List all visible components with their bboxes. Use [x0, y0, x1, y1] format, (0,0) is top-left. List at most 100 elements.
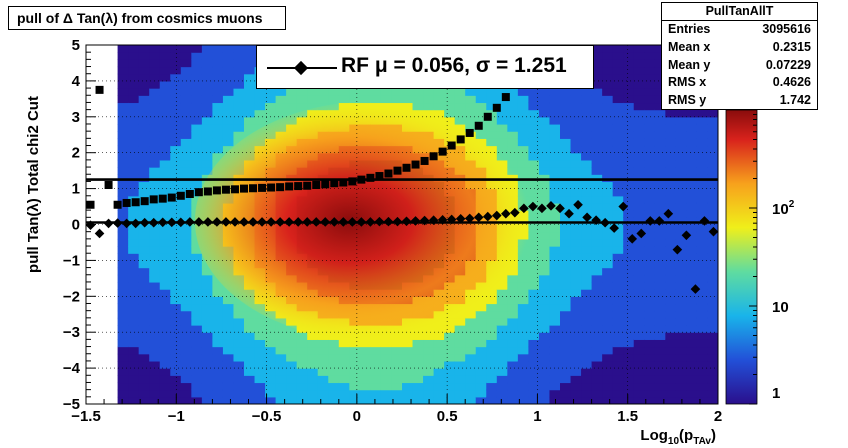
heatmap-cell	[117, 224, 129, 233]
heatmap-cell	[159, 389, 171, 398]
heatmap-cell	[507, 131, 519, 139]
heatmap-cell	[591, 195, 603, 204]
heatmap-cell	[696, 210, 709, 218]
heatmap-cell	[528, 310, 540, 319]
heatmap-cell	[191, 88, 203, 96]
heatmap-cell	[159, 181, 171, 190]
y-tick-label: 5	[72, 37, 80, 54]
heatmap-cell	[623, 73, 635, 82]
heatmap-cell	[686, 368, 698, 376]
heatmap-cell	[707, 123, 718, 132]
heatmap-cell	[675, 368, 687, 376]
heatmap-cell	[644, 238, 656, 247]
heatmap-cell	[117, 246, 129, 254]
heatmap-cell	[633, 325, 645, 333]
heatmap-cell	[191, 267, 203, 276]
heatmap-cell	[191, 181, 203, 190]
heatmap-cell	[686, 353, 698, 362]
heatmap-cell	[159, 145, 171, 154]
heatmap-cell	[623, 368, 635, 376]
heatmap-cell	[665, 396, 677, 404]
heatmap-cell	[644, 73, 656, 82]
heatmap-cell	[286, 396, 298, 404]
heatmap-cell	[254, 95, 266, 104]
heatmap-cell	[665, 303, 677, 312]
sigma-point	[420, 156, 429, 165]
heatmap-cell	[686, 346, 698, 355]
heatmap-cell	[602, 210, 614, 218]
heatmap-cell	[528, 102, 540, 111]
heatmap-cell	[560, 123, 572, 132]
heatmap-cell	[581, 289, 593, 297]
heatmap-cell	[149, 210, 161, 218]
heatmap-cell	[191, 310, 203, 319]
legend-marker	[267, 60, 337, 76]
heatmap-cell	[180, 289, 192, 297]
heatmap-cell	[391, 346, 403, 355]
mean-point	[654, 216, 665, 226]
heatmap-cell	[117, 303, 129, 312]
heatmap-cell	[191, 353, 203, 362]
heatmap-cell	[380, 382, 393, 391]
heatmap-cell	[707, 289, 718, 297]
heatmap-cell	[707, 325, 718, 333]
heatmap-cell	[117, 52, 129, 60]
heatmap-cell	[549, 274, 561, 283]
heatmap-cell	[233, 317, 245, 326]
heatmap-cell	[686, 159, 698, 168]
heatmap-cell	[633, 317, 645, 326]
heatmap-cell	[391, 353, 403, 362]
heatmap-cell	[201, 325, 213, 333]
heatmap-cell	[654, 174, 666, 183]
heatmap-cell	[149, 159, 161, 168]
heatmap-cell	[644, 174, 656, 183]
heatmap-cell	[128, 210, 140, 218]
heatmap-cell	[665, 159, 677, 168]
heatmap-cell	[581, 167, 593, 175]
y-tick-label: −5	[63, 396, 80, 413]
heatmap-cell	[686, 360, 698, 369]
heatmap-cell	[486, 310, 498, 319]
heatmap-cell	[633, 174, 645, 183]
heatmap-cell	[465, 109, 477, 118]
heatmap-cell	[570, 181, 582, 190]
heatmap-cell	[212, 59, 224, 68]
heatmap-cell	[128, 360, 140, 369]
heatmap-cell	[654, 396, 666, 404]
heatmap-cell	[549, 339, 561, 348]
heatmap-cell	[612, 167, 624, 175]
heatmap-cell	[191, 289, 203, 297]
heatmap-cell	[654, 253, 666, 261]
heatmap-cell	[159, 353, 171, 362]
heatmap-cell	[454, 396, 466, 404]
mean-point	[185, 217, 195, 227]
heatmap-cell	[170, 224, 182, 233]
heatmap-cell	[380, 368, 393, 376]
heatmap-cell	[402, 396, 414, 404]
heatmap-cell	[665, 346, 677, 355]
heatmap-cell	[707, 296, 718, 305]
heatmap-cell	[328, 353, 340, 362]
mean-point	[582, 212, 592, 223]
heatmap-cell	[591, 181, 603, 190]
heatmap-cell	[496, 360, 508, 369]
heatmap-cell	[570, 152, 582, 161]
heatmap-cell	[623, 138, 635, 147]
heatmap-cell	[581, 274, 593, 283]
sigma-point	[194, 188, 203, 197]
heatmap-cell	[623, 131, 635, 139]
heatmap-cell	[654, 325, 666, 333]
heatmap-cell	[338, 339, 350, 348]
heatmap-cell	[201, 52, 213, 60]
heatmap-cell	[581, 181, 593, 190]
y-tick-label: 4	[72, 73, 81, 90]
heatmap-cell	[233, 389, 245, 398]
heatmap-cell	[686, 238, 698, 247]
stats-row-entries: Entries 3095616	[668, 22, 811, 36]
heatmap-cell	[665, 195, 677, 204]
heatmap-cell	[433, 360, 445, 369]
heatmap-cell	[138, 145, 150, 154]
heatmap-cell	[159, 289, 171, 297]
heatmap-cell	[222, 88, 235, 96]
heatmap-cell	[507, 325, 519, 333]
